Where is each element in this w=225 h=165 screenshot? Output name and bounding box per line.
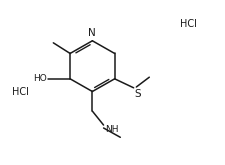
Text: HCl: HCl [12, 87, 29, 97]
Text: HO: HO [33, 74, 47, 83]
Text: NH: NH [105, 125, 118, 134]
Text: N: N [88, 28, 96, 38]
Text: HCl: HCl [180, 19, 197, 29]
Text: S: S [135, 89, 141, 99]
